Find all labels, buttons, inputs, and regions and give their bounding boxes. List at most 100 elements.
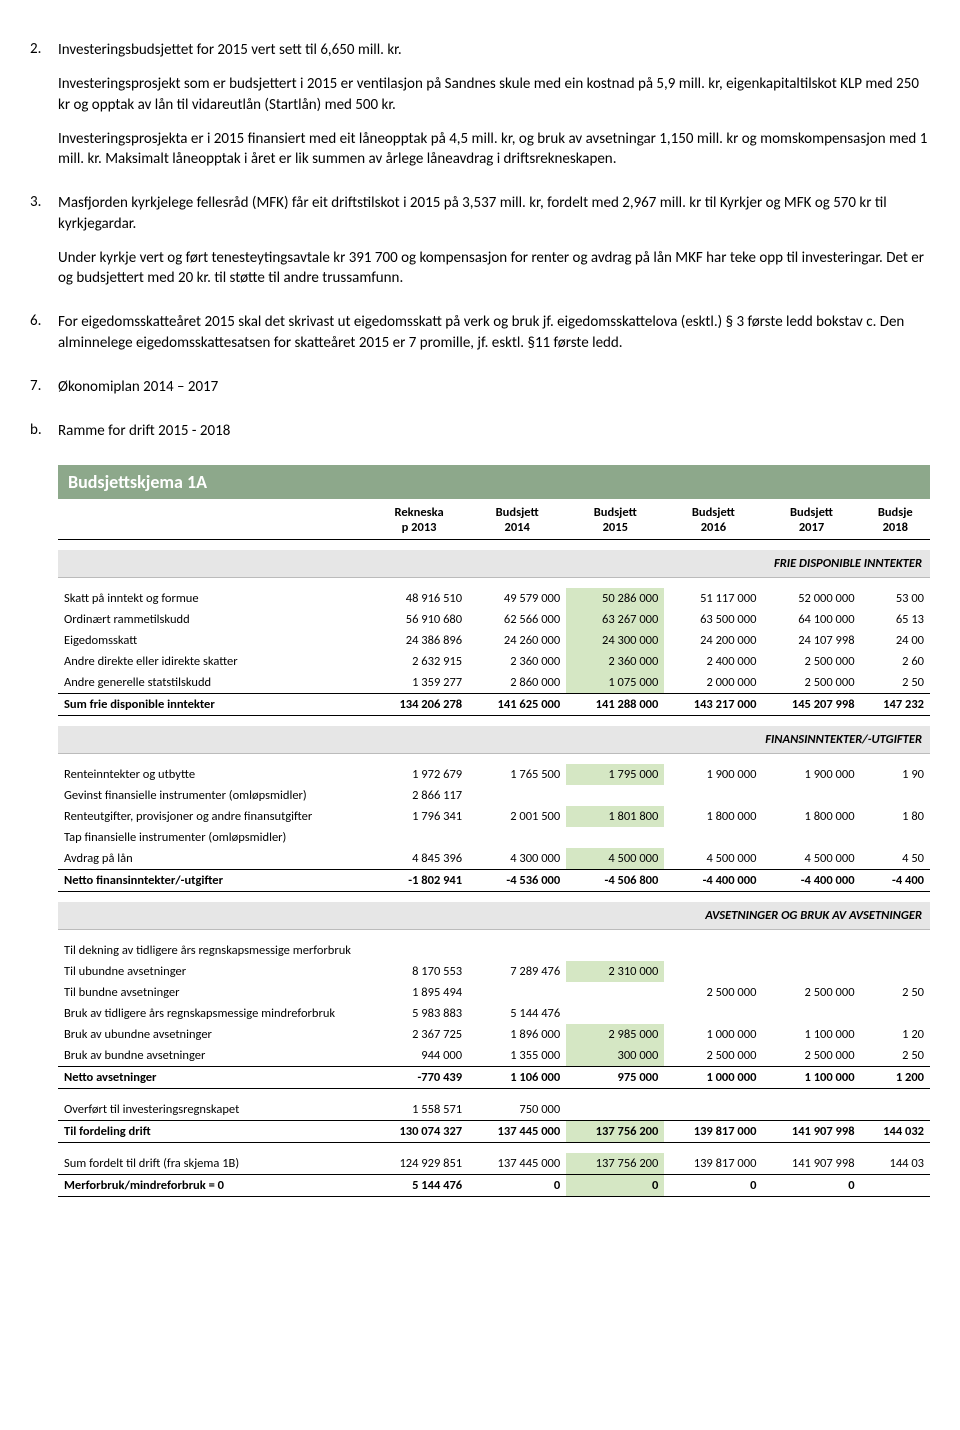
row-label: Bruk av tidligere års regnskapsmessige m… (58, 1003, 370, 1024)
cell: 24 260 000 (468, 630, 566, 651)
cell: 137 756 200 (566, 1153, 664, 1175)
cell: 8 170 553 (370, 961, 468, 982)
cell: 1 765 500 (468, 764, 566, 785)
row-label: Til fordeling drift (58, 1121, 370, 1143)
cell: 1 900 000 (762, 764, 860, 785)
table-row: Netto avsetninger-770 4391 106 000975 00… (58, 1067, 930, 1089)
row-label: Netto finansinntekter/-utgifter (58, 870, 370, 892)
cell (861, 827, 930, 848)
table-row: Andre direkte eller idirekte skatter2 63… (58, 651, 930, 672)
cell: 975 000 (566, 1067, 664, 1089)
cell (664, 961, 762, 982)
item-body: Investeringsbudsjettet for 2015 vert set… (58, 40, 930, 183)
cell (664, 1003, 762, 1024)
list-item: b.Ramme for drift 2015 - 2018 (30, 421, 930, 455)
cell: 1 558 571 (370, 1099, 468, 1121)
cell: 5 983 883 (370, 1003, 468, 1024)
cell: -1 802 941 (370, 870, 468, 892)
table-row: Tap finansielle instrumenter (omløpsmidl… (58, 827, 930, 848)
cell: 0 (664, 1175, 762, 1197)
table-row: Merforbruk/mindreforbruk = 05 144 476000… (58, 1175, 930, 1197)
paragraph: Investeringsbudsjettet for 2015 vert set… (58, 40, 930, 60)
cell: 2 860 000 (468, 672, 566, 694)
cell: 7 289 476 (468, 961, 566, 982)
cell: 300 000 (566, 1045, 664, 1067)
cell: 4 500 000 (762, 848, 860, 870)
paragraph: For eigedomsskatteåret 2015 skal det skr… (58, 312, 930, 353)
cell: 52 000 000 (762, 588, 860, 609)
cell: 1 359 277 (370, 672, 468, 694)
cell: 141 288 000 (566, 694, 664, 716)
cell: 1 972 679 (370, 764, 468, 785)
cell: 24 300 000 (566, 630, 664, 651)
cell: 137 756 200 (566, 1121, 664, 1143)
numbered-list: 2.Investeringsbudsjettet for 2015 vert s… (30, 40, 930, 455)
table-row: Til dekning av tidligere års regnskapsme… (58, 940, 930, 961)
table-row: Bruk av bundne avsetninger944 0001 355 0… (58, 1045, 930, 1067)
row-label: Eigedomsskatt (58, 630, 370, 651)
cell: 2 360 000 (468, 651, 566, 672)
cell: 1 801 800 (566, 806, 664, 827)
cell: 56 910 680 (370, 609, 468, 630)
row-label: Skatt på inntekt og formue (58, 588, 370, 609)
row-label: Tap finansielle instrumenter (omløpsmidl… (58, 827, 370, 848)
cell: 1 800 000 (762, 806, 860, 827)
cell: 2 500 000 (762, 651, 860, 672)
cell: 4 500 000 (566, 848, 664, 870)
cell: 64 100 000 (762, 609, 860, 630)
cell: 1 000 000 (664, 1067, 762, 1089)
cell: 5 144 476 (468, 1003, 566, 1024)
row-label: Bruk av bundne avsetninger (58, 1045, 370, 1067)
list-item: 2.Investeringsbudsjettet for 2015 vert s… (30, 40, 930, 183)
col-header: Budsjett2017 (762, 499, 860, 540)
table-row: Til ubundne avsetninger8 170 5537 289 47… (58, 961, 930, 982)
table-row: Netto finansinntekter/-utgifter-1 802 94… (58, 870, 930, 892)
cell (664, 827, 762, 848)
item-body: Masfjorden kyrkjelege fellesråd (MFK) få… (58, 193, 930, 302)
cell (762, 1099, 860, 1121)
row-label: Gevinst finansielle instrumenter (omløps… (58, 785, 370, 806)
paragraph: Masfjorden kyrkjelege fellesråd (MFK) få… (58, 193, 930, 234)
row-label: Sum frie disponible inntekter (58, 694, 370, 716)
cell: 24 107 998 (762, 630, 860, 651)
cell: 1 80 (861, 806, 930, 827)
cell: 51 117 000 (664, 588, 762, 609)
cell: 24 386 896 (370, 630, 468, 651)
cell: 1 796 341 (370, 806, 468, 827)
cell: 1 355 000 (468, 1045, 566, 1067)
cell: 1 896 000 (468, 1024, 566, 1045)
cell: -4 400 000 (762, 870, 860, 892)
col-header (58, 499, 370, 540)
cell: 1 100 000 (762, 1024, 860, 1045)
table-row: Bruk av tidligere års regnskapsmessige m… (58, 1003, 930, 1024)
cell: 24 200 000 (664, 630, 762, 651)
cell: 2 500 000 (762, 982, 860, 1003)
cell: 2 985 000 (566, 1024, 664, 1045)
col-header: Budsjett2014 (468, 499, 566, 540)
cell (664, 1099, 762, 1121)
cell: 144 032 (861, 1121, 930, 1143)
cell: 2 360 000 (566, 651, 664, 672)
row-label: Ordinært rammetilskudd (58, 609, 370, 630)
cell: 137 445 000 (468, 1153, 566, 1175)
cell: 2 001 500 (468, 806, 566, 827)
cell: 0 (566, 1175, 664, 1197)
cell (566, 785, 664, 806)
budget-table: Rekneskap 2013Budsjett2014Budsjett2015Bu… (58, 499, 930, 1197)
cell: 2 367 725 (370, 1024, 468, 1045)
cell: 1 106 000 (468, 1067, 566, 1089)
item-body: For eigedomsskatteåret 2015 skal det skr… (58, 312, 930, 367)
row-label: Andre generelle statstilskudd (58, 672, 370, 694)
cell (370, 940, 468, 961)
row-label: Til ubundne avsetninger (58, 961, 370, 982)
cell: 124 929 851 (370, 1153, 468, 1175)
paragraph: Under kyrkje vert og ført tenesteytingsa… (58, 248, 930, 289)
table-row: Overført til investeringsregnskapet1 558… (58, 1099, 930, 1121)
item-body: Økonomiplan 2014 – 2017 (58, 377, 930, 411)
list-item: 6.For eigedomsskatteåret 2015 skal det s… (30, 312, 930, 367)
cell: 1 90 (861, 764, 930, 785)
cell (566, 827, 664, 848)
cell: 4 300 000 (468, 848, 566, 870)
cell: 2 500 000 (664, 982, 762, 1003)
cell: 130 074 327 (370, 1121, 468, 1143)
